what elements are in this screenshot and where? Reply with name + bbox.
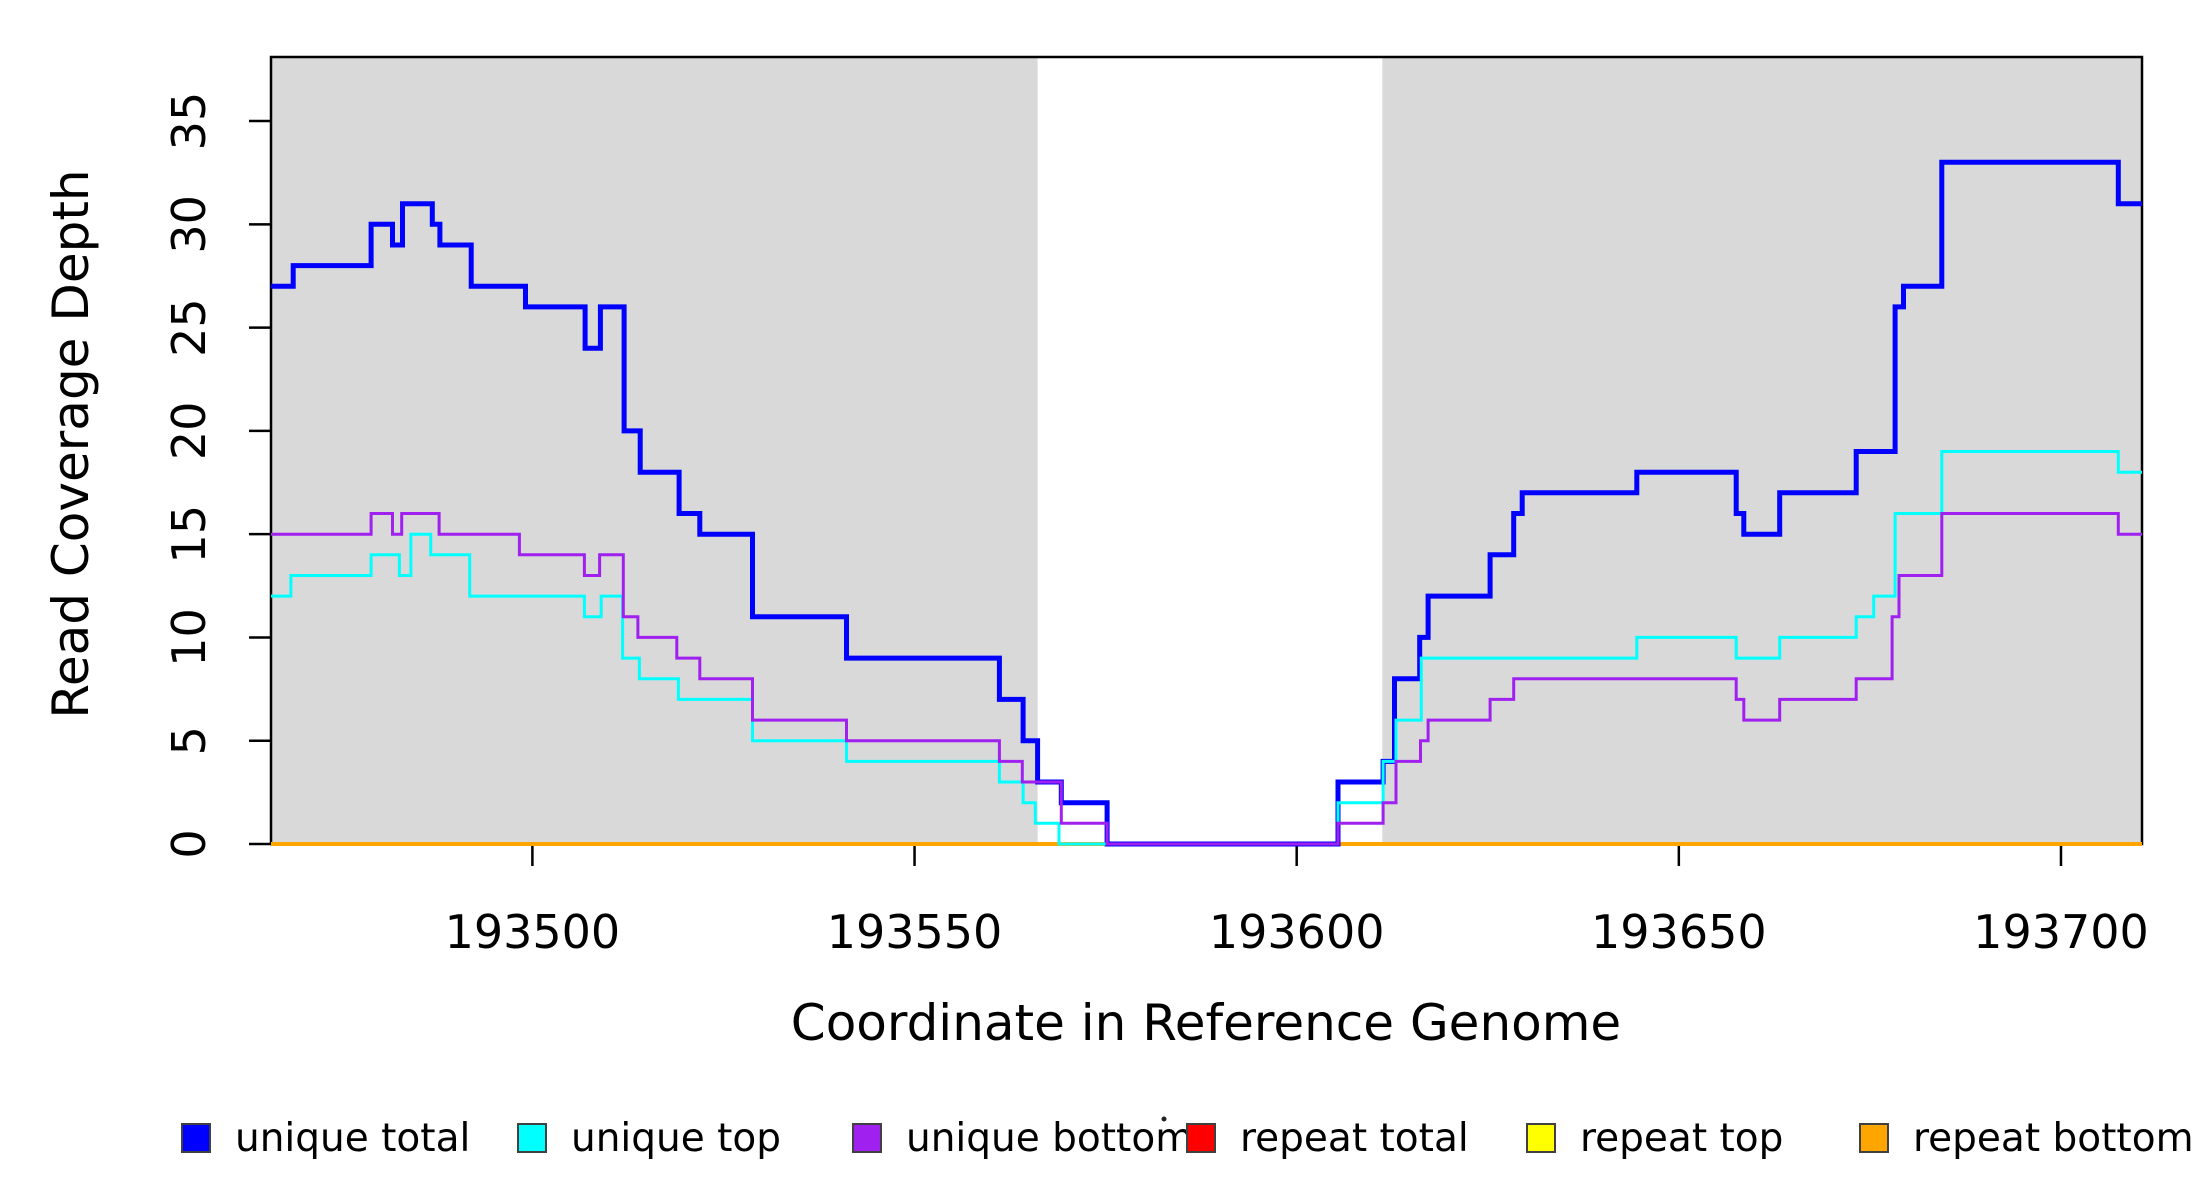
legend-label-repeat-total: repeat total	[1240, 1116, 1469, 1161]
legend-label-repeat-bottom: repeat bottom	[1913, 1116, 2194, 1161]
x-tick-label: 193650	[1591, 905, 1767, 959]
legend: unique total unique top unique bottom repea…	[181, 1116, 2194, 1161]
legend-label-unique-total: unique total	[235, 1116, 470, 1161]
region-band	[271, 57, 1038, 844]
series-unique-bottom	[271, 512, 2142, 846]
legend-label-unique-top: unique top	[571, 1116, 781, 1161]
legend-swatch-repeat-top	[1526, 1123, 1556, 1153]
y-tick-label: 10	[162, 608, 216, 667]
y-tick-label: 20	[162, 402, 216, 461]
y-tick-label: 5	[162, 726, 216, 755]
x-tick-label: 193550	[827, 905, 1003, 959]
x-axis-title: Coordinate in Reference Genome	[791, 994, 1621, 1052]
x-tick-label: 193500	[445, 905, 621, 959]
legend-swatch-repeat-total	[1186, 1123, 1216, 1153]
legend-swatch-repeat-bottom	[1859, 1123, 1889, 1153]
stray-dot	[1161, 1116, 1167, 1122]
legend-swatch-unique-bottom	[852, 1123, 882, 1153]
y-tick-label: 15	[162, 505, 216, 564]
x-tick-label: 193600	[1209, 905, 1385, 959]
x-tick-label: 193700	[1973, 905, 2149, 959]
y-tick-label: 25	[162, 298, 216, 357]
series-unique-top	[271, 450, 2142, 846]
y-tick-label: 0	[162, 829, 216, 858]
legend-swatch-unique-total	[181, 1123, 211, 1153]
y-tick-label: 35	[162, 92, 216, 151]
y-axis-title: Read Coverage Depth	[42, 169, 100, 718]
legend-label-repeat-top: repeat top	[1580, 1116, 1783, 1161]
legend-label-unique-bottom: unique bottom	[906, 1116, 1193, 1161]
y-tick-label: 30	[162, 195, 216, 254]
plot-area: 193500 193550 193600 193650 193700 0 5 10 15 20 25…	[162, 55, 2149, 959]
legend-swatch-unique-top	[517, 1123, 547, 1153]
